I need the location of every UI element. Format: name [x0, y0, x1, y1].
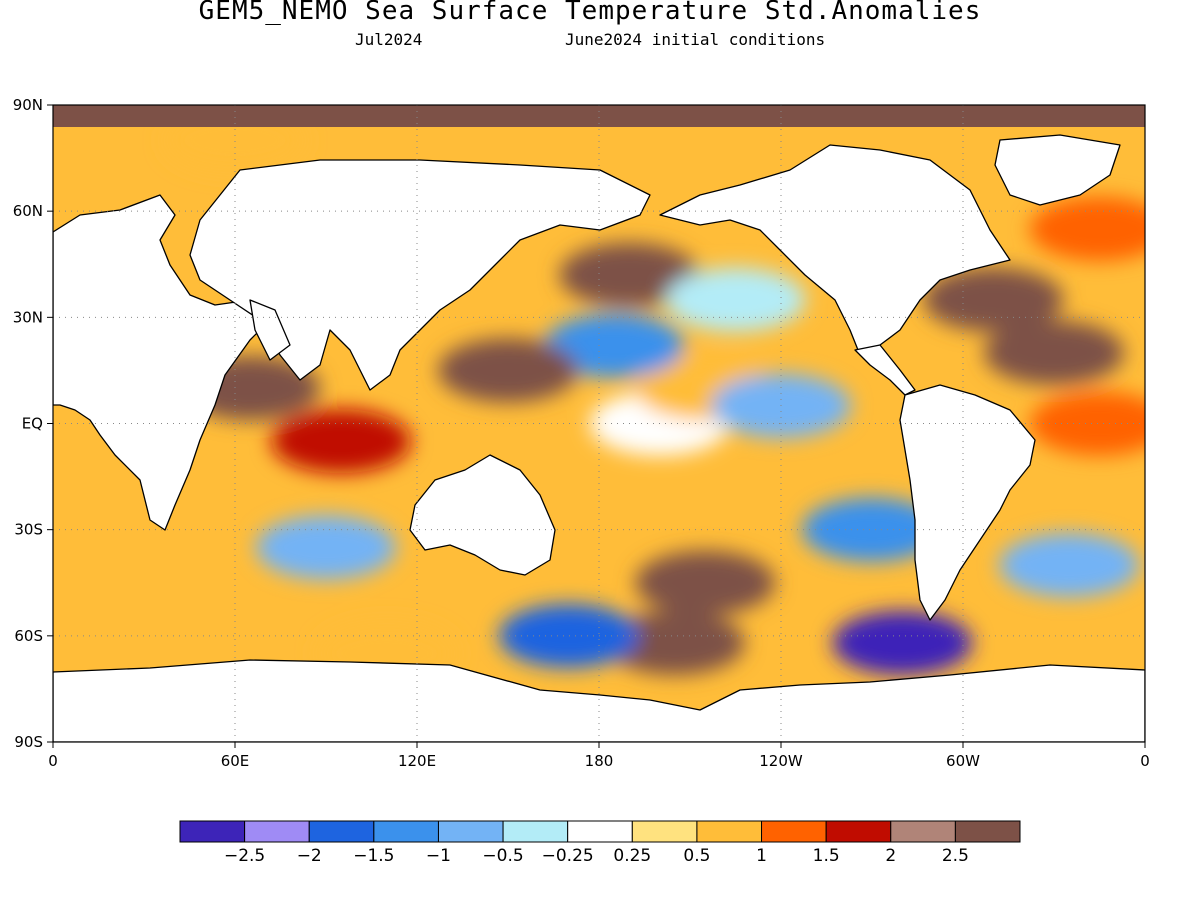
land-greenland: [994, 134, 1121, 206]
anomaly-blob: [544, 313, 685, 378]
anomaly-blob: [1029, 391, 1145, 456]
colorbar-label: 1.5: [813, 846, 840, 866]
colorbar-label: 1: [756, 846, 767, 866]
lon-tick-label: 120W: [759, 752, 803, 770]
land-africa-europe: [53, 194, 281, 531]
anomaly-blob: [923, 267, 1064, 332]
land-central-america: [854, 344, 916, 396]
colorbar-label: −2.5: [224, 846, 265, 866]
lat-tick-label: EQ: [22, 415, 43, 433]
anomaly-blob: [438, 338, 578, 403]
colorbar-segment: [373, 820, 439, 843]
land-north-america: [659, 144, 1011, 356]
lat-tick-label: 60S: [14, 627, 43, 645]
lat-tick-label: 90S: [14, 733, 43, 751]
colorbar-segment: [308, 820, 375, 843]
lat-tick-label: 30N: [13, 308, 43, 326]
colorbar-segment: [890, 820, 956, 843]
colorbar-legend: −2.5 −2 −1.5 −1 −0.5 −0.25 0.25 0.5 1 1.5 2 2.5: [179, 820, 1021, 866]
map-gridlines: [53, 105, 1145, 742]
map-title: GEM5_NEMO Sea Surface Temperature Std.An…: [198, 0, 982, 26]
lon-tick-label: 180: [585, 752, 614, 770]
anomaly-blob: [559, 242, 700, 307]
land-south-america: [899, 384, 1036, 621]
land-arabia-india-gap: [249, 299, 291, 361]
colorbar-segment: [502, 820, 569, 843]
lat-tick-label: 60N: [13, 202, 43, 220]
colorbar-label: −1: [426, 846, 451, 866]
colorbar-segment: [244, 820, 310, 843]
anomaly-blob: [635, 550, 776, 615]
colorbar-segment: [696, 820, 763, 843]
anomaly-blob: [999, 533, 1140, 598]
forecast-month: Jul2024: [355, 30, 423, 49]
lon-tick-label: 60W: [946, 752, 980, 770]
lat-tick-label: 30S: [14, 521, 43, 539]
colorbar-label: 0.5: [683, 846, 710, 866]
anomaly-blob: [271, 409, 412, 474]
lon-tick-label: 60E: [221, 752, 250, 770]
lon-tick-label: 120E: [398, 752, 436, 770]
anomaly-blob: [802, 497, 942, 562]
anomaly-blob: [665, 267, 806, 332]
initial-conditions-label: June2024 initial conditions: [565, 30, 826, 49]
colorbar-segment: [954, 820, 1021, 843]
land-australia: [409, 454, 556, 576]
anomaly-blob: [256, 515, 396, 580]
colorbar-segment: [761, 820, 827, 843]
colorbar-label: −0.5: [482, 846, 523, 866]
anomaly-blob: [498, 603, 639, 668]
anomaly-field: [165, 108, 1145, 686]
colorbar-label: 2.5: [942, 846, 969, 866]
colorbar-segment: [567, 820, 633, 843]
colorbar-segment: [437, 820, 504, 843]
anomaly-blob: [1029, 196, 1145, 261]
anomaly-blob: [604, 610, 745, 675]
colorbar-segment: [179, 820, 246, 843]
lat-tick-label: 90N: [13, 96, 43, 114]
colorbar-label: −2: [297, 846, 322, 866]
anomaly-blob: [984, 320, 1124, 385]
colorbar-label: −0.25: [542, 846, 594, 866]
colorbar-segment: [825, 820, 892, 843]
land-masses: [53, 134, 1145, 742]
colorbar-label: 0.25: [613, 846, 651, 866]
lon-tick-label: 0: [48, 752, 58, 770]
colorbar-label: 2: [885, 846, 896, 866]
arctic-ice-cap: [53, 105, 1145, 127]
land-antarctica: [53, 659, 1145, 742]
longitude-ticks: 0 60E 120E 180 120W 60W 0: [48, 742, 1150, 770]
lon-tick-label: 0: [1140, 752, 1150, 770]
colorbar-segment: [631, 820, 698, 843]
colorbar-label: −1.5: [353, 846, 394, 866]
latitude-ticks: 90N 60N 30N EQ 30S 60S 90S: [13, 96, 53, 751]
anomaly-blob: [832, 610, 973, 675]
